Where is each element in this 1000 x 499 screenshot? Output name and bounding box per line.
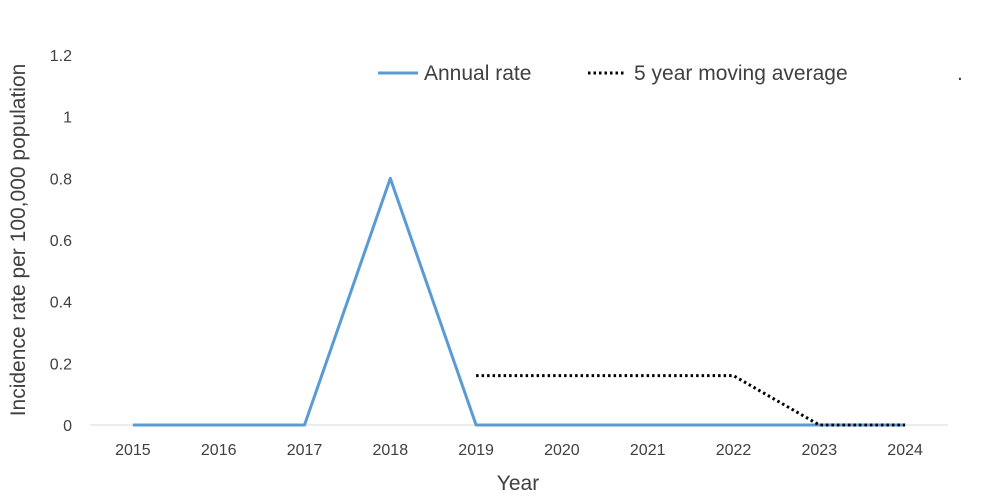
series-line-annual-rate bbox=[132, 176, 906, 427]
data-point bbox=[475, 424, 478, 427]
series-line-moving-average bbox=[476, 374, 906, 427]
y-tick-label: 0.6 bbox=[50, 233, 72, 250]
data-point bbox=[904, 424, 907, 427]
data-point bbox=[389, 177, 392, 180]
x-axis-title: Year bbox=[497, 472, 539, 495]
x-tick-label: 2017 bbox=[287, 442, 323, 459]
y-tick-label: 0.2 bbox=[50, 356, 72, 373]
x-tick-label: 2022 bbox=[716, 442, 752, 459]
data-point bbox=[560, 374, 563, 377]
legend: Annual rate 5 year moving average . bbox=[378, 62, 963, 85]
data-point bbox=[131, 424, 134, 427]
y-axis-title: Incidence rate per 100,000 population bbox=[7, 64, 30, 417]
x-tick-label: 2021 bbox=[630, 442, 666, 459]
data-point bbox=[646, 424, 649, 427]
x-tick-label: 2015 bbox=[115, 442, 151, 459]
data-point bbox=[732, 374, 735, 377]
x-tick-label: 2018 bbox=[373, 442, 409, 459]
legend-label-moving-average: 5 year moving average bbox=[634, 62, 848, 85]
data-point bbox=[818, 424, 821, 427]
y-tick-label: 1 bbox=[63, 110, 72, 127]
x-tick-labels: 2015 2016 2017 2018 2019 2020 2021 2022 2023 2024 bbox=[115, 442, 923, 459]
data-point bbox=[475, 374, 478, 377]
data-point bbox=[303, 424, 306, 427]
x-tick-label: 2019 bbox=[458, 442, 494, 459]
x-tick-label: 2024 bbox=[887, 442, 923, 459]
data-point bbox=[732, 424, 735, 427]
data-point bbox=[217, 424, 220, 427]
series-layer bbox=[131, 176, 907, 427]
y-tick-labels: 0 0.2 0.4 0.6 0.8 1 1.2 bbox=[50, 48, 72, 435]
data-point bbox=[560, 424, 563, 427]
x-tick-label: 2023 bbox=[802, 442, 838, 459]
legend-annotation: . bbox=[957, 62, 963, 85]
y-tick-label: 0.8 bbox=[50, 171, 72, 188]
data-point bbox=[646, 374, 649, 377]
x-tick-label: 2020 bbox=[544, 442, 580, 459]
y-tick-label: 0 bbox=[63, 418, 72, 435]
y-tick-label: 1.2 bbox=[50, 48, 72, 65]
legend-label-annual-rate: Annual rate bbox=[424, 62, 531, 85]
x-tick-label: 2016 bbox=[201, 442, 237, 459]
y-tick-label: 0.4 bbox=[50, 295, 72, 312]
